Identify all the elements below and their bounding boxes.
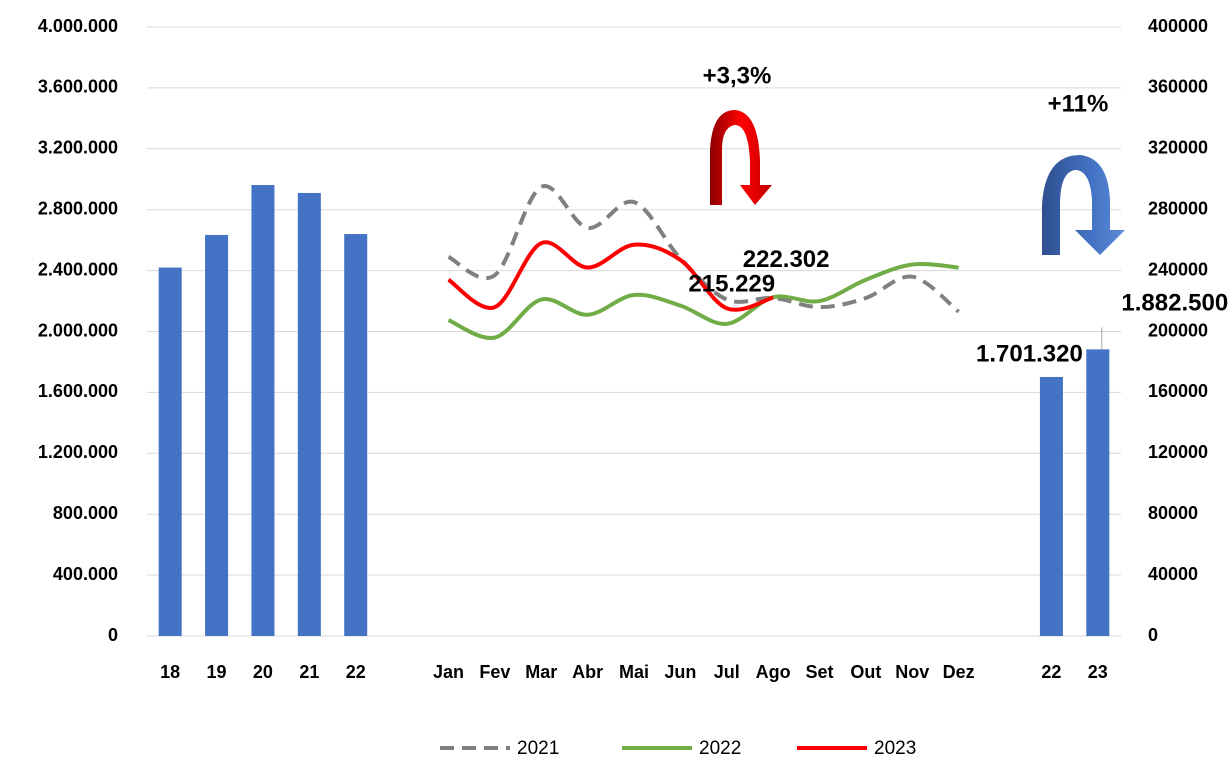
x-tick-label: Out [850, 662, 881, 682]
y-tick-label: 3.600.000 [38, 77, 118, 97]
x-tick-label: 22 [346, 662, 366, 682]
bar [251, 185, 275, 636]
line-series [447, 240, 774, 312]
legend-label: 2021 [517, 738, 559, 759]
annotation: +11% [1048, 90, 1109, 117]
data-label: 222.302 [743, 246, 830, 273]
bar [1086, 349, 1110, 636]
data-label: 1.701.320 [976, 340, 1083, 367]
y-tick-label: 1.200.000 [38, 442, 118, 462]
bar [205, 234, 229, 636]
arrow-blue [1042, 155, 1125, 255]
bar [158, 267, 182, 636]
y-tick-label: 4.000.000 [38, 16, 118, 36]
x-tick-label: Abr [572, 662, 603, 682]
bar [344, 234, 368, 636]
x-tick-label: Fev [479, 662, 510, 682]
y2-tick-label: 320000 [1148, 138, 1208, 158]
x-tick-label: Set [806, 662, 834, 682]
x-tick-label: Mai [619, 662, 649, 682]
line-series [447, 262, 959, 340]
x-tick-label: Dez [943, 662, 975, 682]
y-tick-label: 800.000 [53, 503, 118, 523]
x-tick-label: 23 [1088, 662, 1108, 682]
arrow-up-red [710, 110, 772, 205]
annotation: +3,3% [703, 62, 772, 89]
x-tick-label: 22 [1041, 662, 1061, 682]
x-tick-label: Jul [714, 662, 740, 682]
x-tick-label: Ago [756, 662, 791, 682]
x-tick-label: 18 [160, 662, 180, 682]
x-tick-label: 20 [253, 662, 273, 682]
x-tick-label: 21 [299, 662, 319, 682]
y2-tick-label: 0 [1148, 625, 1158, 645]
x-tick-label: Jan [433, 662, 464, 682]
legend-label: 2022 [699, 738, 741, 759]
y-tick-label: 2.400.000 [38, 259, 118, 279]
data-label: 215.229 [688, 271, 775, 298]
y2-tick-label: 80000 [1148, 503, 1198, 523]
x-tick-label: 19 [207, 662, 227, 682]
y2-tick-label: 400000 [1148, 16, 1208, 36]
y2-tick-label: 200000 [1148, 320, 1208, 340]
y-tick-label: 2.000.000 [38, 320, 118, 340]
y2-tick-label: 240000 [1148, 259, 1208, 279]
data-label: 1.882.500 [1121, 290, 1228, 317]
x-tick-label: Mar [525, 662, 557, 682]
y-tick-label: 1.600.000 [38, 381, 118, 401]
x-tick-label: Nov [895, 662, 929, 682]
legend-label: 2023 [874, 738, 916, 759]
bar [1039, 376, 1063, 636]
y2-tick-label: 120000 [1148, 442, 1208, 462]
y2-tick-label: 360000 [1148, 77, 1208, 97]
y2-tick-label: 280000 [1148, 198, 1208, 218]
y2-tick-label: 40000 [1148, 564, 1198, 584]
y-tick-label: 2.800.000 [38, 198, 118, 218]
y2-tick-label: 160000 [1148, 381, 1208, 401]
x-tick-label: Jun [664, 662, 696, 682]
y-tick-label: 3.200.000 [38, 138, 118, 158]
bar [297, 192, 321, 636]
y-tick-label: 0 [108, 625, 118, 645]
y-tick-label: 400.000 [53, 564, 118, 584]
